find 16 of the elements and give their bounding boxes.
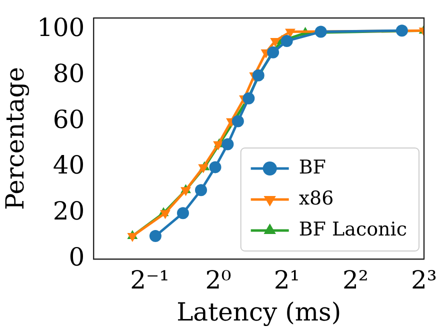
- x-tick-label: 2⁰: [205, 266, 232, 294]
- x-axis-title: Latency (ms): [176, 298, 342, 326]
- y-tick-label: 80: [52, 58, 85, 88]
- y-tick-label: 100: [37, 12, 85, 42]
- y-tick-label: 60: [52, 104, 85, 134]
- x-tick-label: 2²: [342, 266, 368, 294]
- y-tick-label: 0: [68, 242, 85, 272]
- x-tick-label: 2³: [411, 266, 437, 294]
- x-tick-label: 2¹: [274, 266, 300, 294]
- legend-label: BF Laconic: [298, 218, 408, 240]
- y-tick-label: 40: [52, 150, 85, 180]
- legend-label: BF: [298, 156, 326, 178]
- y-axis-title: Percentage: [0, 66, 30, 210]
- x-tick-label: 2⁻¹: [130, 266, 170, 294]
- legend-label: x86: [298, 187, 334, 210]
- y-tick-label: 20: [52, 196, 85, 226]
